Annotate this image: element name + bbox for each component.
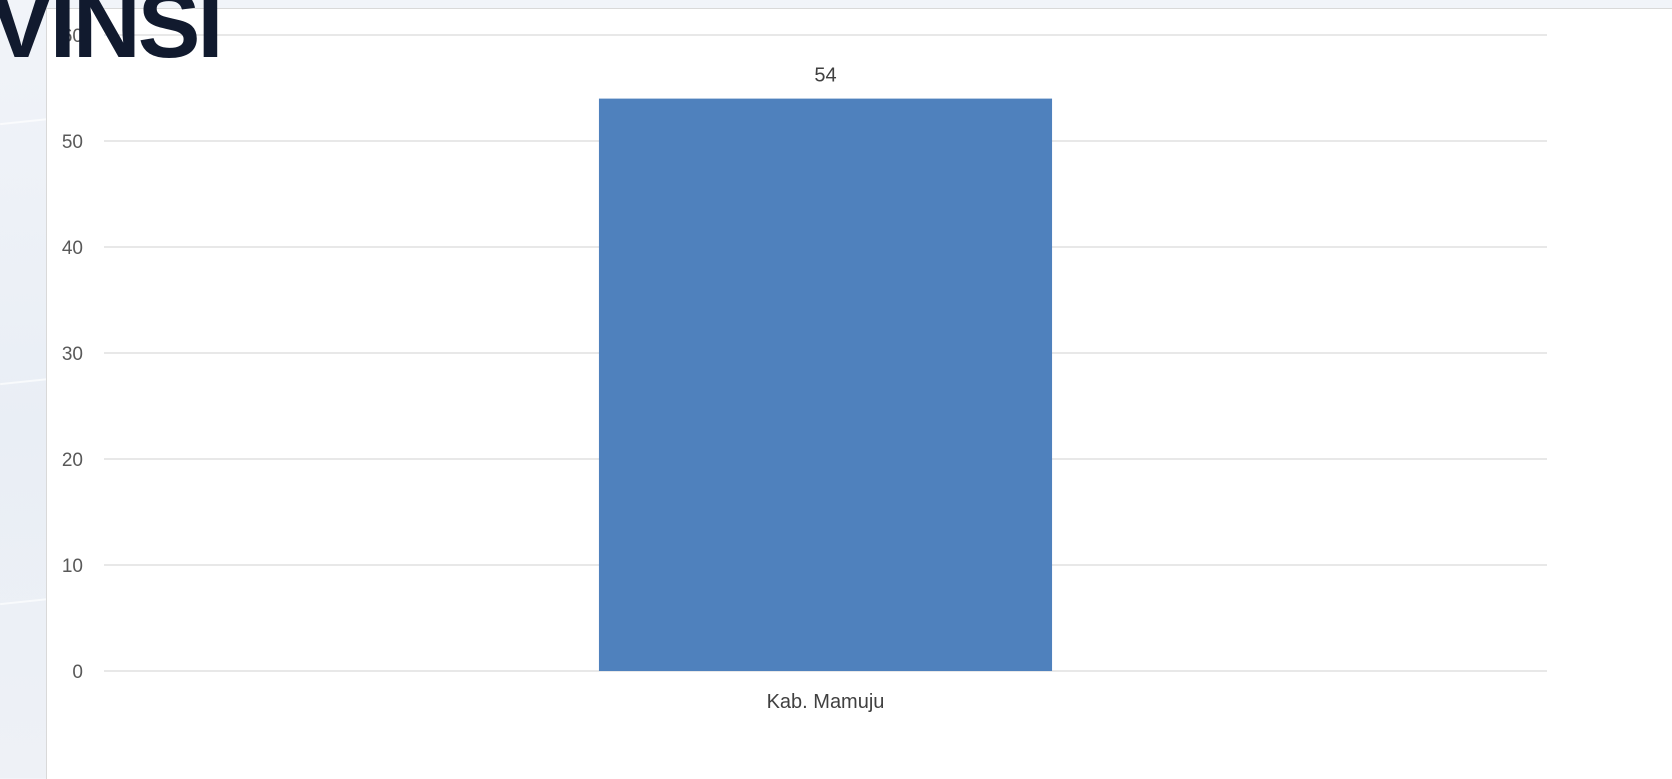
y-tick-label: 30 — [62, 344, 83, 365]
y-tick-label: 10 — [62, 556, 83, 577]
bars — [598, 98, 1053, 672]
bar-chart: 0 10 20 30 40 50 60 54 Kab. Mamuju — [62, 26, 1547, 713]
x-tick-label: Kab. Mamuju — [767, 691, 885, 713]
chart-panel: 0 10 20 30 40 50 60 54 Kab. Mamuju — [46, 8, 1672, 779]
y-tick-label: 0 — [72, 662, 83, 683]
slide-title: VINSI — [0, 0, 224, 77]
x-axis-ticks: Kab. Mamuju — [767, 691, 885, 713]
data-label: 54 — [814, 65, 836, 87]
y-tick-label: 40 — [62, 238, 83, 259]
y-tick-label: 50 — [62, 132, 83, 153]
y-tick-label: 20 — [62, 450, 83, 471]
y-tick-label: 60 — [62, 26, 83, 47]
y-axis-ticks: 0 10 20 30 40 50 60 — [62, 26, 83, 683]
bar — [598, 98, 1053, 672]
data-labels: 54 — [814, 65, 836, 87]
